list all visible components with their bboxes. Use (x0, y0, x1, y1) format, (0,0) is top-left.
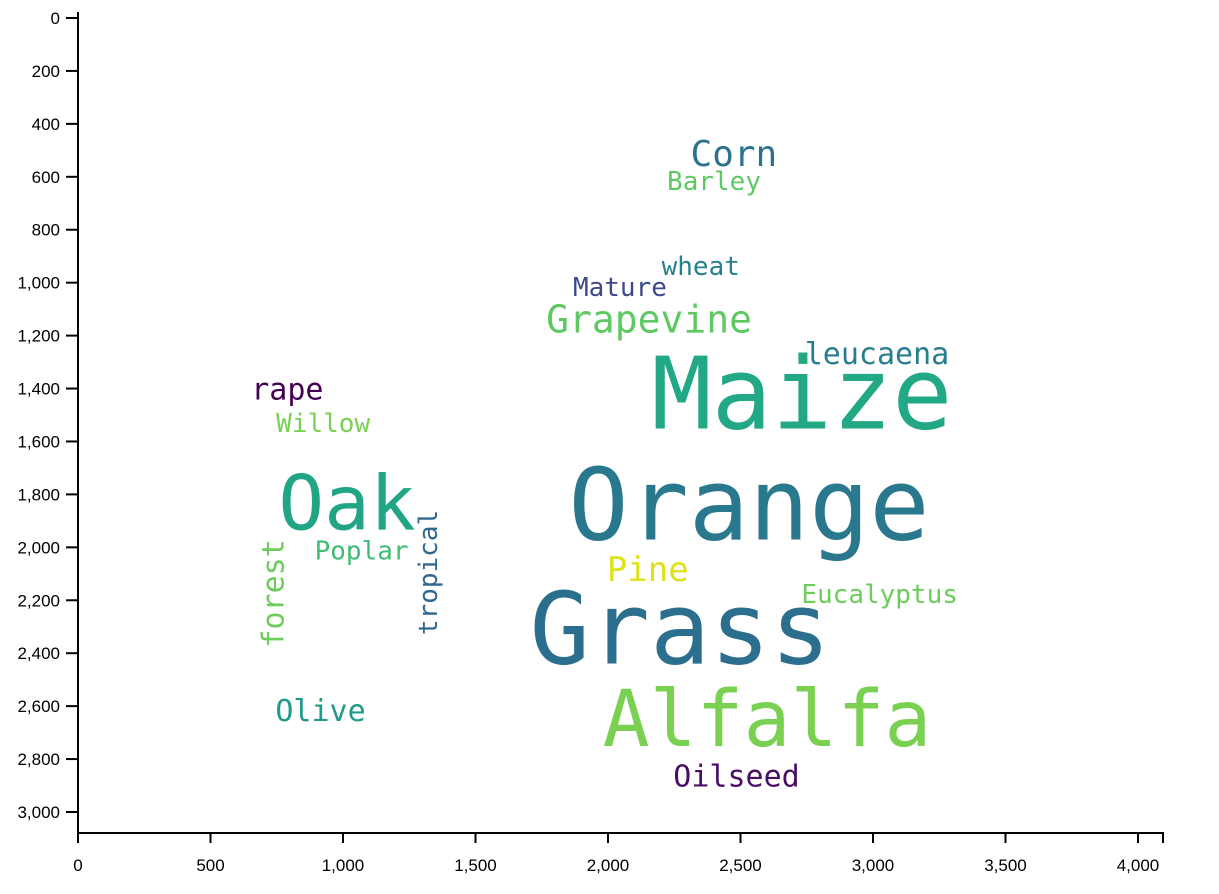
y-tick-label: 1,800 (17, 485, 60, 504)
word-mature: Mature (573, 273, 667, 303)
x-tick-label: 500 (196, 856, 224, 875)
x-tick-label: 2,000 (587, 856, 630, 875)
y-tick-label: 800 (32, 221, 60, 240)
x-tick-label: 3,000 (852, 856, 895, 875)
word-oilseed: Oilseed (673, 760, 799, 795)
word-maize: Maize (651, 335, 952, 452)
y-tick-label: 1,000 (17, 274, 60, 293)
word-poplar: Poplar (315, 537, 409, 567)
word-wheat: wheat (662, 252, 740, 282)
x-axis: 0 500 1,000 1,500 2,000 2,500 3,000 3,500 4,000 (73, 832, 1164, 875)
word-oak: Oak (278, 458, 415, 547)
word-rape: rape (251, 372, 323, 407)
word-pine: Pine (607, 550, 689, 590)
word-willow: Willow (276, 409, 370, 439)
word-eucalyptus: Eucalyptus (801, 580, 958, 610)
word-orange: Orange (568, 446, 929, 563)
x-tick-label: 2,500 (719, 856, 762, 875)
word-grapevine: Grapevine (546, 298, 752, 342)
x-tick-label: 1,500 (454, 856, 497, 875)
word-alfalfa: Alfalfa (603, 675, 932, 765)
word-grass: Grass (530, 570, 831, 687)
y-tick-label: 0 (51, 9, 60, 28)
x-tick-label: 3,500 (984, 856, 1027, 875)
word-leucaena: leucaena (805, 337, 950, 372)
y-tick-label: 2,400 (17, 644, 60, 663)
y-tick-label: 1,600 (17, 432, 60, 451)
y-tick-label: 200 (32, 62, 60, 81)
word-forest: forest (257, 539, 292, 647)
y-tick-label: 1,200 (17, 327, 60, 346)
y-tick-label: 400 (32, 115, 60, 134)
y-axis: 0 200 400 600 800 1,000 1,200 1,400 1,600 1,800 2,… (17, 9, 79, 833)
y-tick-label: 2,800 (17, 750, 60, 769)
y-tick-label: 2,600 (17, 697, 60, 716)
y-tick-label: 3,000 (17, 803, 60, 822)
y-tick-label: 2,000 (17, 538, 60, 557)
x-tick-label: 1,000 (322, 856, 365, 875)
x-tick-label: 0 (73, 856, 82, 875)
word-tropical: tropical (414, 510, 444, 635)
x-tick-label: 4,000 (1117, 856, 1160, 875)
y-tick-label: 2,200 (17, 591, 60, 610)
word-olive: Olive (275, 694, 365, 729)
word-barley: Barley (667, 167, 761, 197)
y-tick-label: 1,400 (17, 380, 60, 399)
word-corn: Corn (691, 134, 778, 175)
y-tick-label: 600 (32, 168, 60, 187)
